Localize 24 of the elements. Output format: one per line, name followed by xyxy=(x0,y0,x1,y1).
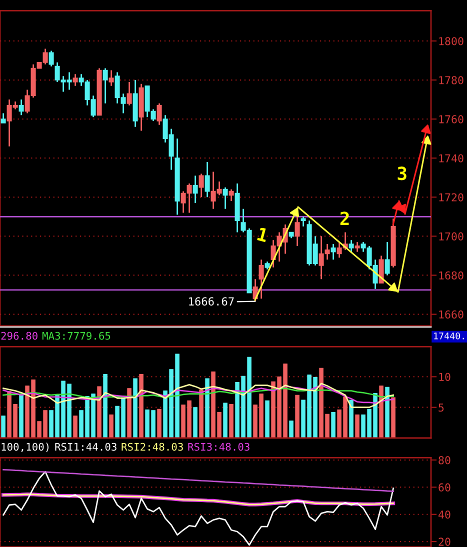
y-tick-label: 10 xyxy=(439,372,450,382)
y-tick-label: 60 xyxy=(438,483,450,492)
text: RSI1:44.03 xyxy=(55,442,116,451)
y-tick-label: 5 xyxy=(438,404,444,412)
text: 17440. xyxy=(434,332,464,340)
y-tick-label: 1760 xyxy=(439,115,464,124)
y-tick-label: 1660 xyxy=(439,310,464,319)
y-tick-label: 1680 xyxy=(439,271,464,280)
y-tick-label: 40 xyxy=(438,510,450,519)
y-tick-label: 1720 xyxy=(439,193,464,202)
y-tick-label: 1800 xyxy=(439,37,464,46)
text: RSI2:48.03 xyxy=(122,442,183,451)
annotation: 1 xyxy=(257,227,269,242)
y-tick-label: 1740 xyxy=(439,154,464,162)
text: 296.80 xyxy=(1,332,38,340)
text: MA3:7779.65 xyxy=(42,332,110,340)
y-tick-label: 1780 xyxy=(439,76,464,84)
annotation: 1666.67 xyxy=(189,297,234,306)
y-tick-label: 20 xyxy=(438,538,450,546)
text: 100,100) xyxy=(2,442,49,452)
y-tick-label: 1700 xyxy=(439,232,464,240)
y-tick-label: 80 xyxy=(438,456,450,464)
text: RSI3:48.03 xyxy=(188,442,250,451)
text: 3 xyxy=(398,166,406,180)
